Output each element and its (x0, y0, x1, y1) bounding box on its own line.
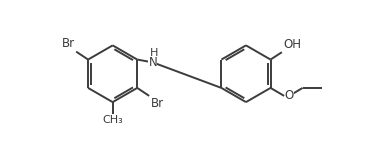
Text: Br: Br (62, 37, 75, 51)
Text: Br: Br (151, 97, 164, 110)
Text: CH₃: CH₃ (102, 115, 123, 125)
Text: N: N (149, 56, 157, 69)
Text: O: O (285, 89, 294, 102)
Text: H: H (150, 48, 158, 58)
Text: OH: OH (283, 38, 301, 51)
